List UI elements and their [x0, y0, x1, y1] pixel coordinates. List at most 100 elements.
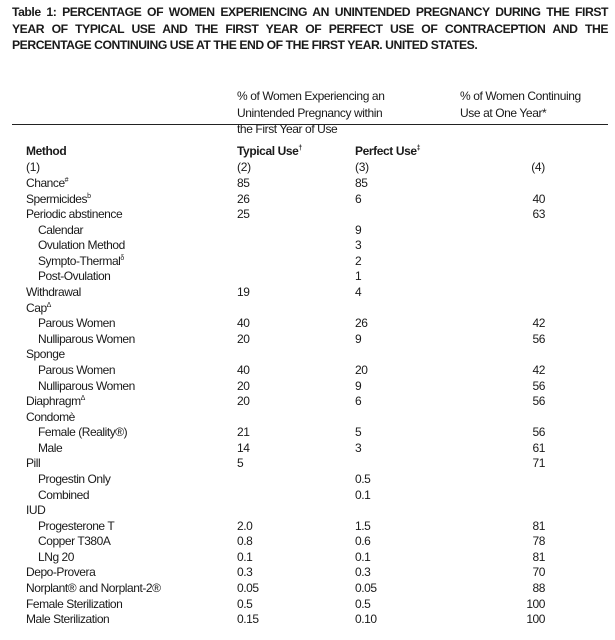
method-name: Pill [26, 456, 41, 471]
method-name: IUD [26, 503, 46, 518]
typical-use-cell: 5 [237, 456, 244, 471]
table-row: Spermicidesb 26 6 40 [0, 192, 615, 208]
method-name: Chance [26, 176, 65, 190]
method-cell: Condomè [26, 410, 75, 426]
table-row: Parous Women 40 20 42 [0, 363, 615, 379]
method-cell: Spermicidesb [26, 192, 91, 208]
perfect-use-cell: 26 [355, 316, 368, 331]
table-row: Post-Ovulation 1 [0, 269, 615, 285]
table-row: Periodic abstinence 25 63 [0, 207, 615, 223]
table-row: Parous Women 40 26 42 [0, 316, 615, 332]
table-row: Withdrawal 19 4 [0, 285, 615, 301]
method-cell: Depo-Provera [26, 565, 96, 581]
table-row: Female Sterilization 0.5 0.5 100 [0, 597, 615, 613]
method-cell: Chance# [26, 176, 69, 192]
method-cell: Female Sterilization [26, 597, 123, 613]
continuing-use-cell: 81 [532, 518, 546, 533]
method-name: LNg 20 [38, 549, 74, 564]
method-name: Nulliparous Women [38, 378, 135, 393]
method-cell: Sponge [26, 347, 65, 363]
method-cell: Sympto-Thermalδ [38, 254, 124, 270]
header-line: the First Year of Use [237, 122, 338, 136]
method-cell: Nulliparous Women [38, 332, 135, 348]
method-name: Depo-Provera [26, 565, 96, 580]
method-cell: Progesterone T [38, 519, 115, 535]
table-row: CapΔ [0, 301, 615, 317]
method-cell: Calendar [38, 222, 84, 239]
continuing-use-cell: 63 [532, 207, 546, 222]
perfect-use-cell: 4 [355, 285, 362, 300]
header-line: Use at One Year* [460, 105, 547, 120]
continuing-use-cell: 56 [532, 378, 546, 393]
perfect-use-cell: 3 [355, 440, 362, 455]
typical-use-cell: 0.15 [237, 612, 259, 627]
footnote-mark: Δ [80, 395, 86, 403]
continuing-use-cell: 56 [532, 425, 546, 440]
method-cell: Male Sterilization [26, 612, 110, 628]
method-name: Ovulation Method [38, 238, 125, 253]
table-title: Table 1: PERCENTAGE OF WOMEN EXPERIENCIN… [12, 4, 608, 54]
perfect-use-cell: 9 [355, 331, 362, 346]
table-row: Combined 0.1 [0, 488, 615, 504]
perfect-use-cell: 0.05 [355, 581, 377, 596]
header-line: Unintended Pregnancy within [237, 105, 383, 120]
continuing-use-cell: 56 [532, 394, 546, 409]
continuing-use-cell: 70 [532, 565, 546, 580]
typical-use-cell: 40 [237, 316, 250, 331]
method-name: Parous Women [38, 362, 116, 377]
perfect-use-cell: 0.6 [355, 534, 371, 549]
perfect-use-cell: 1.5 [355, 518, 371, 533]
perfect-use-cell: 0.1 [355, 549, 371, 564]
typical-use-cell: 0.3 [237, 565, 253, 580]
typical-use-cell: 20 [237, 394, 250, 409]
perfect-use-cell: 0.1 [355, 487, 371, 502]
continuing-use-cell: 42 [532, 316, 546, 331]
method-cell: Male [38, 441, 63, 457]
table-row: Sponge [0, 347, 615, 363]
typical-use-cell: 2.0 [237, 518, 253, 533]
method-name: Norplant® and Norplant-2® [26, 581, 161, 596]
continuing-use-cell: 100 [526, 596, 545, 611]
typical-use-cell: 25 [237, 207, 250, 222]
footnote-mark: b [87, 192, 91, 200]
method-name: Spermicides [26, 191, 88, 206]
table-row: Ovulation Method 3 [0, 238, 615, 254]
continuing-use-cell: 81 [532, 549, 546, 564]
continuing-use-cell: 88 [532, 581, 546, 596]
method-name: Post-Ovulation [38, 269, 111, 284]
typical-use-cell: 0.05 [237, 581, 259, 596]
method-name: Combined [38, 487, 90, 502]
table-row: Male 14 3 61 [0, 441, 615, 457]
method-cell: CapΔ [26, 301, 51, 317]
perfect-use-cell: 0.10 [355, 612, 377, 627]
table-row: Female (Reality®) 21 5 56 [0, 425, 615, 441]
footnote-mark: Δ [46, 301, 52, 309]
typical-use-cell: 26 [237, 191, 250, 206]
method-name: Sponge [26, 347, 65, 362]
typical-use-cell: 20 [237, 378, 250, 393]
continuing-use-cell: 42 [532, 362, 546, 377]
typical-use-cell: 0.5 [237, 596, 253, 611]
perfect-use-cell: 85 [355, 176, 368, 190]
method-name: Cap [26, 300, 47, 315]
method-cell: Parous Women [38, 316, 116, 332]
perfect-use-cell: 0.5 [355, 596, 371, 611]
table-row: LNg 20 0.1 0.1 81 [0, 550, 615, 566]
perfect-use-cell: 6 [355, 394, 362, 409]
typical-use-cell: 0.1 [237, 549, 253, 564]
method-cell: Post-Ovulation [38, 269, 111, 285]
footnote-mark: # [64, 177, 69, 184]
method-name: Calendar [38, 222, 84, 237]
method-cell: Nulliparous Women [38, 379, 135, 395]
continuing-use-cell: 78 [532, 534, 546, 549]
method-name: Periodic abstinence [26, 207, 123, 222]
label: Typical Use [237, 144, 299, 158]
header-line: % of Women Experiencing an [237, 89, 385, 103]
header-line: % of Women Continuing [460, 89, 581, 103]
typical-use-cell: 40 [237, 362, 250, 377]
table-body: Chance# 85 85 Spermicidesb 26 6 40 Periodic abs… [0, 176, 615, 628]
table-row: DiaphragmΔ 20 6 56 [0, 394, 615, 410]
continuing-use-cell: 40 [532, 191, 546, 206]
method-cell: Combined [38, 487, 90, 504]
typical-use-cell: 21 [237, 425, 250, 440]
